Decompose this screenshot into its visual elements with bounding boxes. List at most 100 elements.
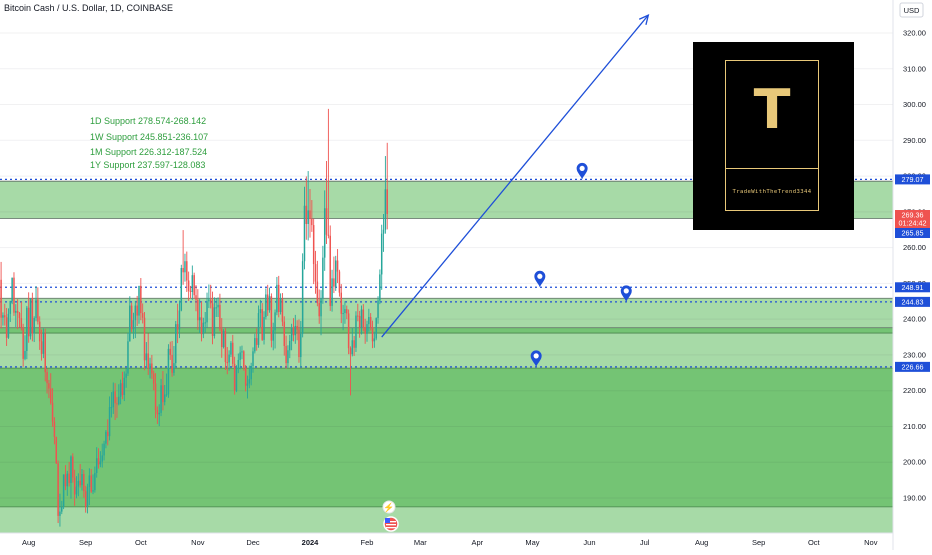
candle[interactable] [302,253,304,337]
candle-body [68,474,70,483]
flash-event-icon[interactable]: ⚡ [383,501,395,514]
candle[interactable] [265,288,267,319]
candle-body [225,331,227,362]
candle-body [175,324,177,363]
candle-body [307,210,309,224]
candle[interactable] [348,309,350,354]
candle[interactable] [188,272,190,301]
candle-body [210,299,212,303]
currency-button[interactable]: USD [900,3,923,17]
candle[interactable] [317,261,319,306]
candle[interactable] [13,272,15,316]
candle-body [234,364,236,391]
candle-body [223,331,225,347]
candle[interactable] [184,254,186,282]
candle[interactable] [35,286,37,321]
candle[interactable] [280,293,282,314]
svg-text:⚡: ⚡ [383,502,394,514]
candle[interactable] [381,225,383,290]
candle-body [337,260,339,271]
candle[interactable] [333,257,335,293]
symbol-title[interactable]: Bitcoin Cash / U.S. Dollar, 1D, COINBASE [4,3,173,13]
candle[interactable] [131,303,133,332]
candle[interactable] [168,344,170,398]
candle-body [59,512,61,516]
candle-body [263,317,265,340]
candle[interactable] [383,214,385,252]
candle-body [147,353,149,368]
candle[interactable] [271,293,273,347]
logo-watermark: T TradeWithTheTrend3344 [693,42,854,230]
x-tick-label: Jul [640,538,650,547]
candle-body [138,286,140,316]
candle-body [300,334,302,357]
candle-body [293,328,295,336]
candle-body [43,333,45,353]
candle[interactable] [313,219,315,284]
price-tick-label: 320.00 [903,29,926,38]
candle[interactable] [193,273,195,299]
candle[interactable] [337,249,339,283]
candle-body [52,403,54,422]
candle-body [201,317,203,334]
candle-body [19,313,21,318]
candle[interactable] [56,437,58,464]
candle-body [96,458,98,473]
candle[interactable] [192,266,194,300]
candle[interactable] [30,298,32,339]
candle[interactable] [375,317,377,340]
candle[interactable] [276,277,278,315]
candle-body [322,258,324,298]
candle[interactable] [63,474,64,509]
candle-body [127,341,129,373]
map-pin-icon[interactable] [534,271,545,288]
price-tick-label: 210.00 [903,422,926,431]
map-pin-shape [534,271,545,288]
price-badge: 248.91 [895,282,930,292]
candle[interactable] [11,278,13,304]
candle-body [315,264,317,282]
candle-body [331,278,333,306]
candle-body [56,437,58,463]
candle[interactable] [223,329,225,348]
candle-body [162,385,164,402]
candle[interactable] [278,276,280,317]
candle-body [274,312,276,330]
us-flag-event-icon[interactable] [384,517,398,531]
candle[interactable] [355,311,357,352]
candle[interactable] [37,287,39,324]
candle[interactable] [186,252,188,292]
candle-body [260,309,262,313]
candle-body [359,316,361,328]
candle[interactable] [322,246,324,304]
candle-body [13,278,15,313]
candle[interactable] [236,365,238,392]
candle-body [217,305,219,308]
candle-body [374,338,376,341]
candle-body [46,372,48,383]
candle[interactable] [181,265,183,312]
candle[interactable] [379,269,381,304]
candle[interactable] [331,270,333,312]
price-badge-label: 279.07 [902,175,924,184]
map-pin-icon[interactable] [577,163,588,180]
candle-body [335,260,337,286]
candle[interactable] [182,230,184,285]
candle-body [342,313,344,314]
candle-body [295,326,297,335]
candle[interactable] [385,156,387,234]
candle[interactable] [269,288,271,313]
candle-body [151,364,153,374]
candle-body [284,322,286,346]
candle[interactable] [339,270,341,297]
candle[interactable] [57,460,59,523]
candle-body [186,261,188,280]
candle[interactable] [329,225,331,310]
candle[interactable] [175,321,177,368]
candle[interactable] [335,256,337,291]
candle-body [353,340,355,348]
candle-body [352,340,354,354]
price-axis[interactable]: 190.00200.00210.00220.00230.00240.00250.… [893,0,932,550]
